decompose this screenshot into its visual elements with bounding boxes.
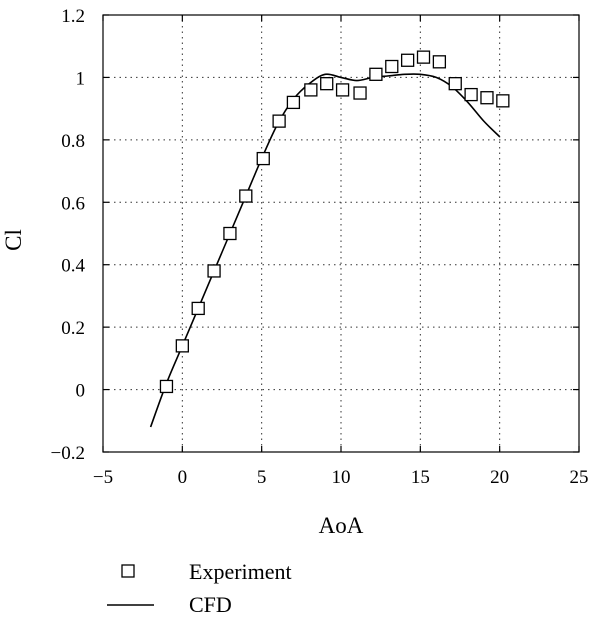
legend-experiment-marker [121,564,135,578]
x-tick-label: 0 [178,467,188,488]
x-tick-label: 10 [332,467,351,488]
experiment-data-point [207,264,221,278]
x-tick-label: 20 [490,467,509,488]
y-tick-label: 1 [76,68,86,89]
x-tick-label: 25 [570,467,589,488]
x-tick-label: 5 [257,467,267,488]
experiment-data-point [320,77,334,91]
experiment-data-point [369,67,383,81]
experiment-data-point [223,226,237,241]
experiment-data-point [432,55,447,69]
y-tick-label: 0 [76,381,86,402]
experiment-data-point [385,59,399,74]
axis-ticks: −5 0 5 10 15 20 25 −0.2 0 0.2 0.4 0.6 0.8 1 1.2 [51,6,589,488]
experiment-data-point [353,86,367,100]
experiment-data-point [286,95,301,110]
y-tick-label: 1.2 [61,6,85,27]
legend-experiment-label: Experiment [189,559,292,584]
experiment-data-point [159,379,174,394]
plot-data [149,50,510,428]
experiment-data-point [496,94,510,108]
grid [103,15,579,452]
experiment-data-point [272,114,286,128]
experiment-data-point [191,301,205,316]
experiment-data-point [400,53,415,67]
experiment-data-point [416,50,431,64]
experiment-data-point [480,91,494,105]
legend: Experiment CFD [107,559,292,617]
y-tick-label: 0.4 [61,256,85,277]
experiment-data-point [335,83,350,97]
cfd-series-line [149,73,501,428]
experiment-data-point [175,339,189,353]
experiment-data-point [256,151,270,166]
experiment-data-point [448,77,462,91]
experiment-data-point [304,83,318,97]
x-tick-label: 15 [411,467,430,488]
x-axis-title: AoA [319,513,364,538]
y-tick-label: 0.2 [61,318,85,339]
y-tick-label: 0.6 [61,193,85,214]
experiment-data-point [239,189,253,203]
experiment-data-point [464,87,478,102]
x-tick-label: −5 [93,467,113,488]
y-axis-title: Cl [1,229,26,251]
y-tick-label: −0.2 [51,443,85,464]
legend-cfd-label: CFD [189,592,232,617]
y-tick-label: 0.8 [61,131,85,152]
